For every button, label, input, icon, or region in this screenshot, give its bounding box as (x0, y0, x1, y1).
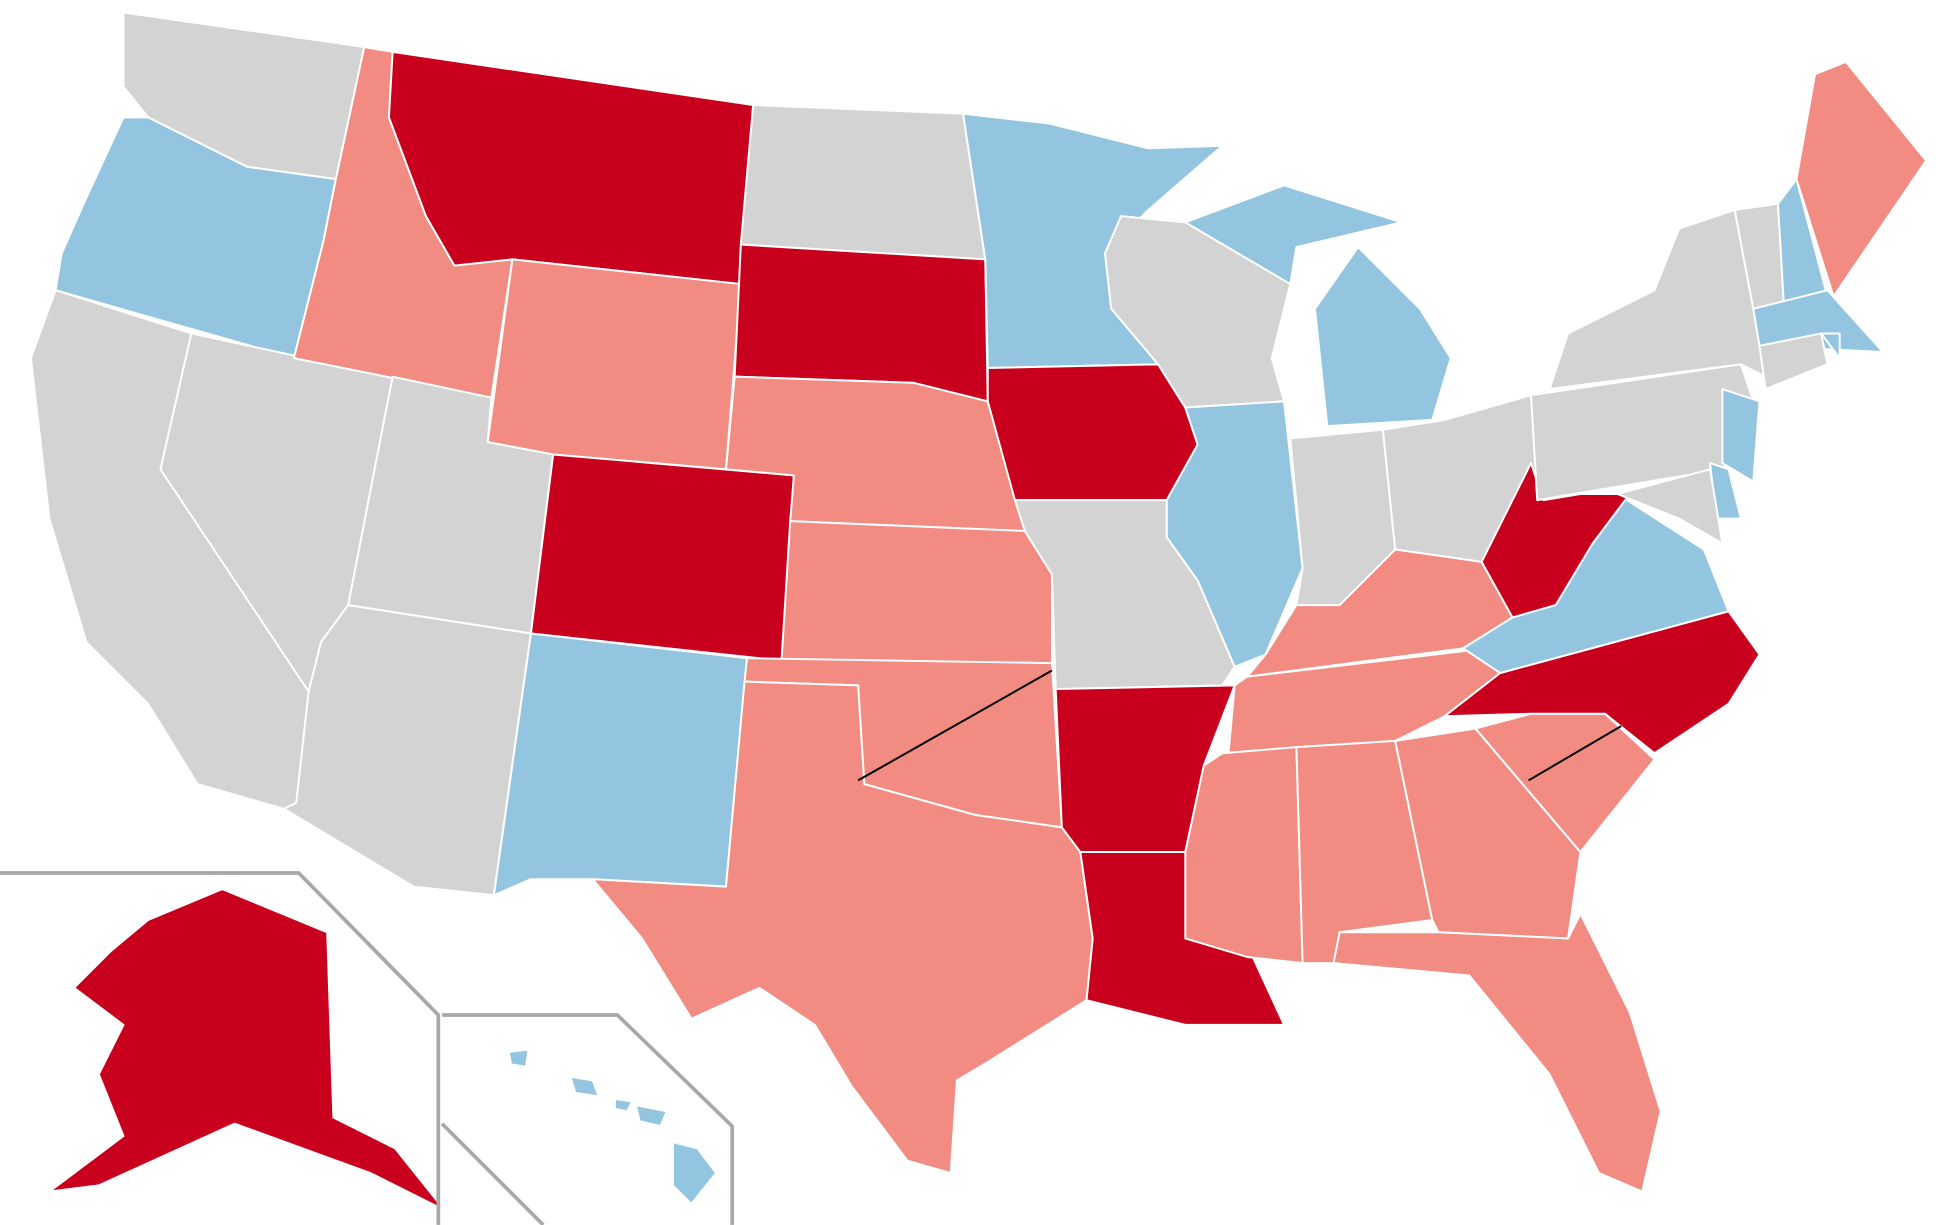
inset-frames (0, 871, 735, 1225)
inset-frame (0, 871, 441, 1225)
state (739, 104, 987, 261)
state (1721, 388, 1761, 483)
state (507, 1048, 530, 1068)
state (1184, 184, 1403, 286)
state (486, 258, 742, 471)
states (29, 11, 1928, 1212)
state (634, 1104, 668, 1128)
state (492, 632, 748, 897)
state (591, 680, 1094, 1175)
state (780, 520, 1053, 665)
state (671, 1141, 718, 1205)
state (1795, 60, 1928, 298)
state (1616, 468, 1724, 545)
divider-line (857, 669, 1053, 782)
state (282, 604, 532, 897)
inset-frame (440, 1122, 545, 1225)
state (569, 1075, 600, 1098)
state (1332, 912, 1662, 1193)
state (529, 453, 795, 662)
state (1165, 400, 1304, 668)
state (1820, 332, 1841, 360)
state (1184, 746, 1304, 965)
state (613, 1097, 634, 1113)
state (1752, 289, 1884, 353)
state (48, 888, 446, 1212)
inset-frame (442, 1013, 735, 1225)
state (986, 363, 1199, 502)
state (1313, 246, 1452, 428)
dividers (857, 669, 1622, 782)
state (1758, 332, 1829, 391)
divider-line (1528, 725, 1622, 782)
state (1474, 712, 1656, 854)
state (1548, 209, 1767, 391)
